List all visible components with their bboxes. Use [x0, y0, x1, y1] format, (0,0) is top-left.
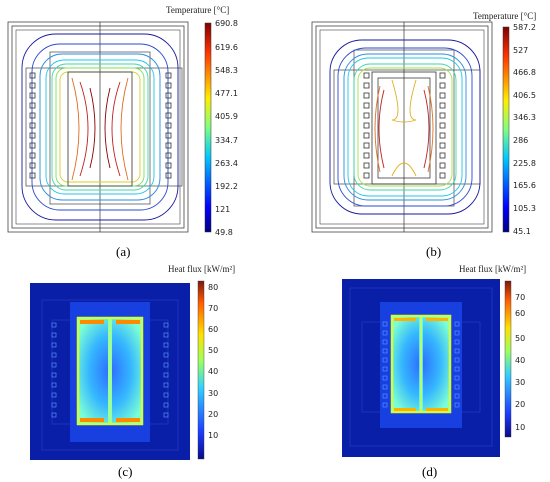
tick-a: 263.4: [215, 159, 238, 168]
tick-d: 20: [515, 400, 525, 409]
tick-b: 346.3: [513, 113, 536, 122]
caption-d: (d): [422, 464, 437, 479]
colorbar-title-b: Temperature [°C]: [473, 11, 536, 21]
tick-a: 619.6: [215, 43, 238, 52]
tick-d: 30: [515, 378, 525, 387]
caption-b: (b): [426, 244, 441, 259]
coil-left-a: [29, 72, 36, 179]
tick-a: 334.7: [215, 136, 238, 145]
tick-d: 40: [515, 356, 525, 365]
tick-b: 225.8: [513, 159, 536, 168]
caption-a: (a): [116, 244, 130, 259]
tick-c: 20: [208, 410, 218, 419]
tick-b: 45.1: [513, 227, 531, 236]
colorbar-b: [502, 26, 510, 233]
panel-c: Heat flux [kW/m²] 80 70 60 50 40 30 20 1…: [30, 264, 235, 479]
tick-d: 70: [515, 293, 525, 302]
panel-a: Temperature [°C] 690.8 619.6 548.3 477.1…: [7, 5, 238, 259]
colorbar-ticks-c: 80 70 60 50 40 30 20 10: [208, 283, 218, 440]
tick-b: 105.3: [513, 204, 536, 213]
colorbar-d: [504, 280, 512, 438]
tick-a: 690.8: [215, 19, 238, 28]
tick-b: 587.2: [513, 23, 536, 32]
colorbar-ticks-d: 70 60 50 40 30 20 10: [515, 293, 525, 432]
tick-b: 286: [513, 136, 528, 145]
coil-right-b: [439, 72, 446, 179]
caption-c: (c): [118, 464, 132, 479]
tick-c: 10: [208, 431, 218, 440]
tick-b: 165.6: [513, 181, 536, 190]
tick-b: 406.5: [513, 91, 536, 100]
tick-a: 49.8: [215, 228, 233, 237]
tick-d: 50: [515, 334, 525, 343]
coil-right-a: [165, 72, 172, 179]
tick-c: 70: [208, 304, 218, 313]
tick-a: 121: [215, 205, 230, 214]
colorbar-title-c: Heat flux [kW/m²]: [168, 264, 235, 274]
colorbar-a: [204, 22, 212, 233]
tick-a: 548.3: [215, 66, 238, 75]
tick-a: 405.9: [215, 112, 238, 121]
tick-a: 192.2: [215, 182, 238, 191]
tick-c: 80: [208, 283, 218, 292]
tick-c: 30: [208, 389, 218, 398]
tick-c: 50: [208, 346, 218, 355]
colorbar-ticks-a: 690.8 619.6 548.3 477.1 405.9 334.7 263.…: [215, 19, 238, 237]
coil-dots-d: [382, 321, 460, 408]
colorbar-ticks-b: 587.2 527 466.8 406.5 346.3 286 225.8 16…: [513, 23, 536, 236]
tick-a: 477.1: [215, 89, 238, 98]
colorbar-title-a: Temperature [°C]: [166, 5, 229, 15]
tick-c: 40: [208, 367, 218, 376]
panel-d: Heat flux [kW/m²] 70 60 50 40 30 20 10 (…: [342, 264, 526, 479]
colorbar-c: [197, 280, 205, 460]
coil-dots-c: [51, 322, 169, 418]
tick-b: 466.8: [513, 68, 536, 77]
colorbar-title-d: Heat flux [kW/m²]: [459, 264, 526, 274]
panel-b: Temperature [°C] 587.2 527 466.8 406.5 3…: [311, 11, 536, 259]
tick-d: 10: [515, 423, 525, 432]
tick-d: 60: [515, 309, 525, 318]
tick-b: 527: [513, 46, 528, 55]
coil-left-b: [363, 72, 370, 179]
tick-c: 60: [208, 325, 218, 334]
